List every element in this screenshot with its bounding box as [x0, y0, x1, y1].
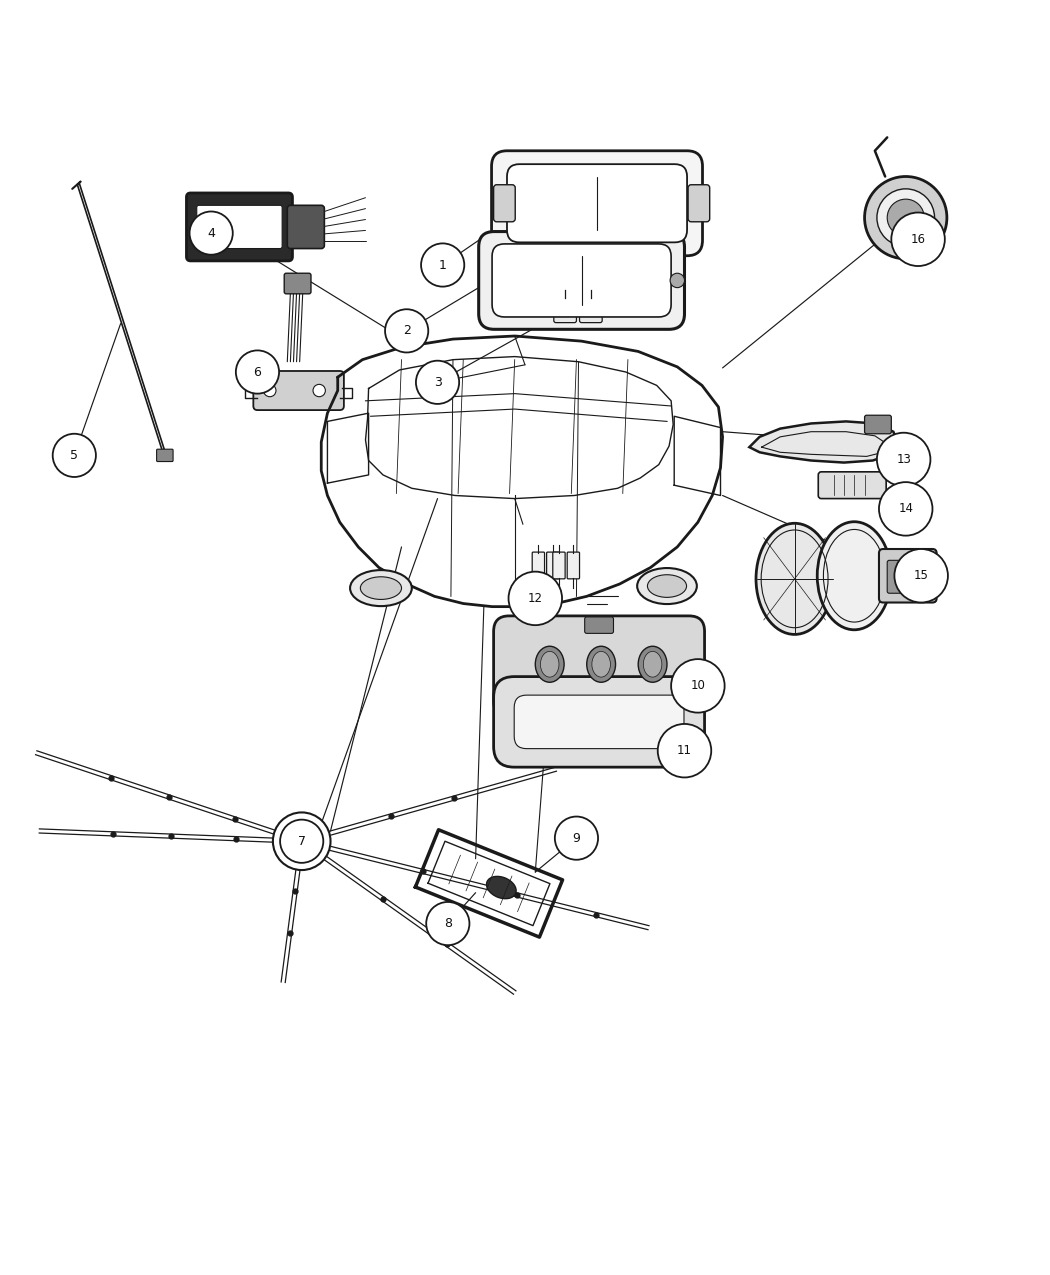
- Circle shape: [508, 571, 562, 625]
- Circle shape: [887, 199, 924, 236]
- Circle shape: [864, 176, 947, 259]
- Circle shape: [313, 384, 326, 397]
- Circle shape: [280, 820, 323, 863]
- FancyBboxPatch shape: [532, 552, 545, 579]
- FancyBboxPatch shape: [479, 232, 685, 329]
- FancyBboxPatch shape: [547, 552, 559, 579]
- Text: 8: 8: [444, 917, 452, 929]
- Ellipse shape: [592, 652, 610, 677]
- Text: 10: 10: [691, 680, 706, 692]
- FancyBboxPatch shape: [156, 449, 173, 462]
- FancyBboxPatch shape: [494, 677, 705, 768]
- Ellipse shape: [637, 569, 697, 604]
- Circle shape: [236, 351, 279, 394]
- FancyBboxPatch shape: [887, 560, 926, 593]
- Text: 12: 12: [528, 592, 543, 604]
- Circle shape: [554, 816, 598, 859]
- Text: 13: 13: [897, 453, 911, 465]
- FancyBboxPatch shape: [585, 617, 613, 634]
- FancyBboxPatch shape: [818, 472, 886, 499]
- FancyBboxPatch shape: [491, 150, 702, 256]
- FancyBboxPatch shape: [864, 416, 891, 434]
- Circle shape: [877, 189, 934, 246]
- Text: 9: 9: [572, 831, 581, 844]
- FancyBboxPatch shape: [567, 552, 580, 579]
- Circle shape: [273, 812, 331, 870]
- Text: 2: 2: [403, 324, 411, 338]
- Circle shape: [891, 213, 945, 266]
- Circle shape: [670, 273, 685, 288]
- Ellipse shape: [756, 523, 834, 635]
- Ellipse shape: [541, 652, 559, 677]
- Circle shape: [264, 384, 276, 397]
- FancyBboxPatch shape: [494, 616, 705, 717]
- FancyBboxPatch shape: [494, 185, 516, 222]
- FancyBboxPatch shape: [253, 371, 344, 411]
- Text: 14: 14: [898, 502, 914, 515]
- FancyBboxPatch shape: [507, 164, 687, 242]
- Text: 6: 6: [253, 366, 261, 379]
- FancyBboxPatch shape: [879, 550, 937, 603]
- Circle shape: [895, 550, 948, 603]
- Ellipse shape: [360, 576, 401, 599]
- Text: 3: 3: [434, 376, 441, 389]
- Circle shape: [421, 244, 464, 287]
- FancyBboxPatch shape: [580, 296, 603, 323]
- Ellipse shape: [638, 646, 667, 682]
- Ellipse shape: [648, 575, 687, 598]
- Ellipse shape: [486, 876, 517, 899]
- Ellipse shape: [350, 570, 412, 606]
- Circle shape: [190, 212, 233, 255]
- FancyBboxPatch shape: [514, 695, 684, 748]
- FancyBboxPatch shape: [552, 552, 565, 579]
- Circle shape: [671, 659, 724, 713]
- Ellipse shape: [587, 646, 615, 682]
- FancyBboxPatch shape: [285, 273, 311, 293]
- FancyBboxPatch shape: [492, 244, 671, 317]
- FancyBboxPatch shape: [196, 205, 282, 249]
- Text: 1: 1: [439, 259, 446, 272]
- FancyBboxPatch shape: [553, 296, 576, 323]
- Text: 7: 7: [298, 835, 306, 848]
- FancyBboxPatch shape: [288, 205, 324, 249]
- Text: 15: 15: [914, 569, 928, 583]
- Circle shape: [416, 361, 459, 404]
- Ellipse shape: [644, 652, 662, 677]
- Text: 16: 16: [910, 233, 926, 246]
- Circle shape: [52, 434, 96, 477]
- Polygon shape: [750, 422, 898, 463]
- FancyBboxPatch shape: [688, 185, 710, 222]
- Circle shape: [877, 432, 930, 486]
- Ellipse shape: [536, 646, 564, 682]
- Circle shape: [657, 724, 711, 778]
- FancyBboxPatch shape: [187, 193, 293, 261]
- Circle shape: [426, 901, 469, 945]
- Text: 5: 5: [70, 449, 79, 462]
- Circle shape: [879, 482, 932, 536]
- Text: 4: 4: [207, 227, 215, 240]
- Ellipse shape: [817, 521, 891, 630]
- Circle shape: [385, 310, 428, 352]
- Text: 11: 11: [677, 745, 692, 757]
